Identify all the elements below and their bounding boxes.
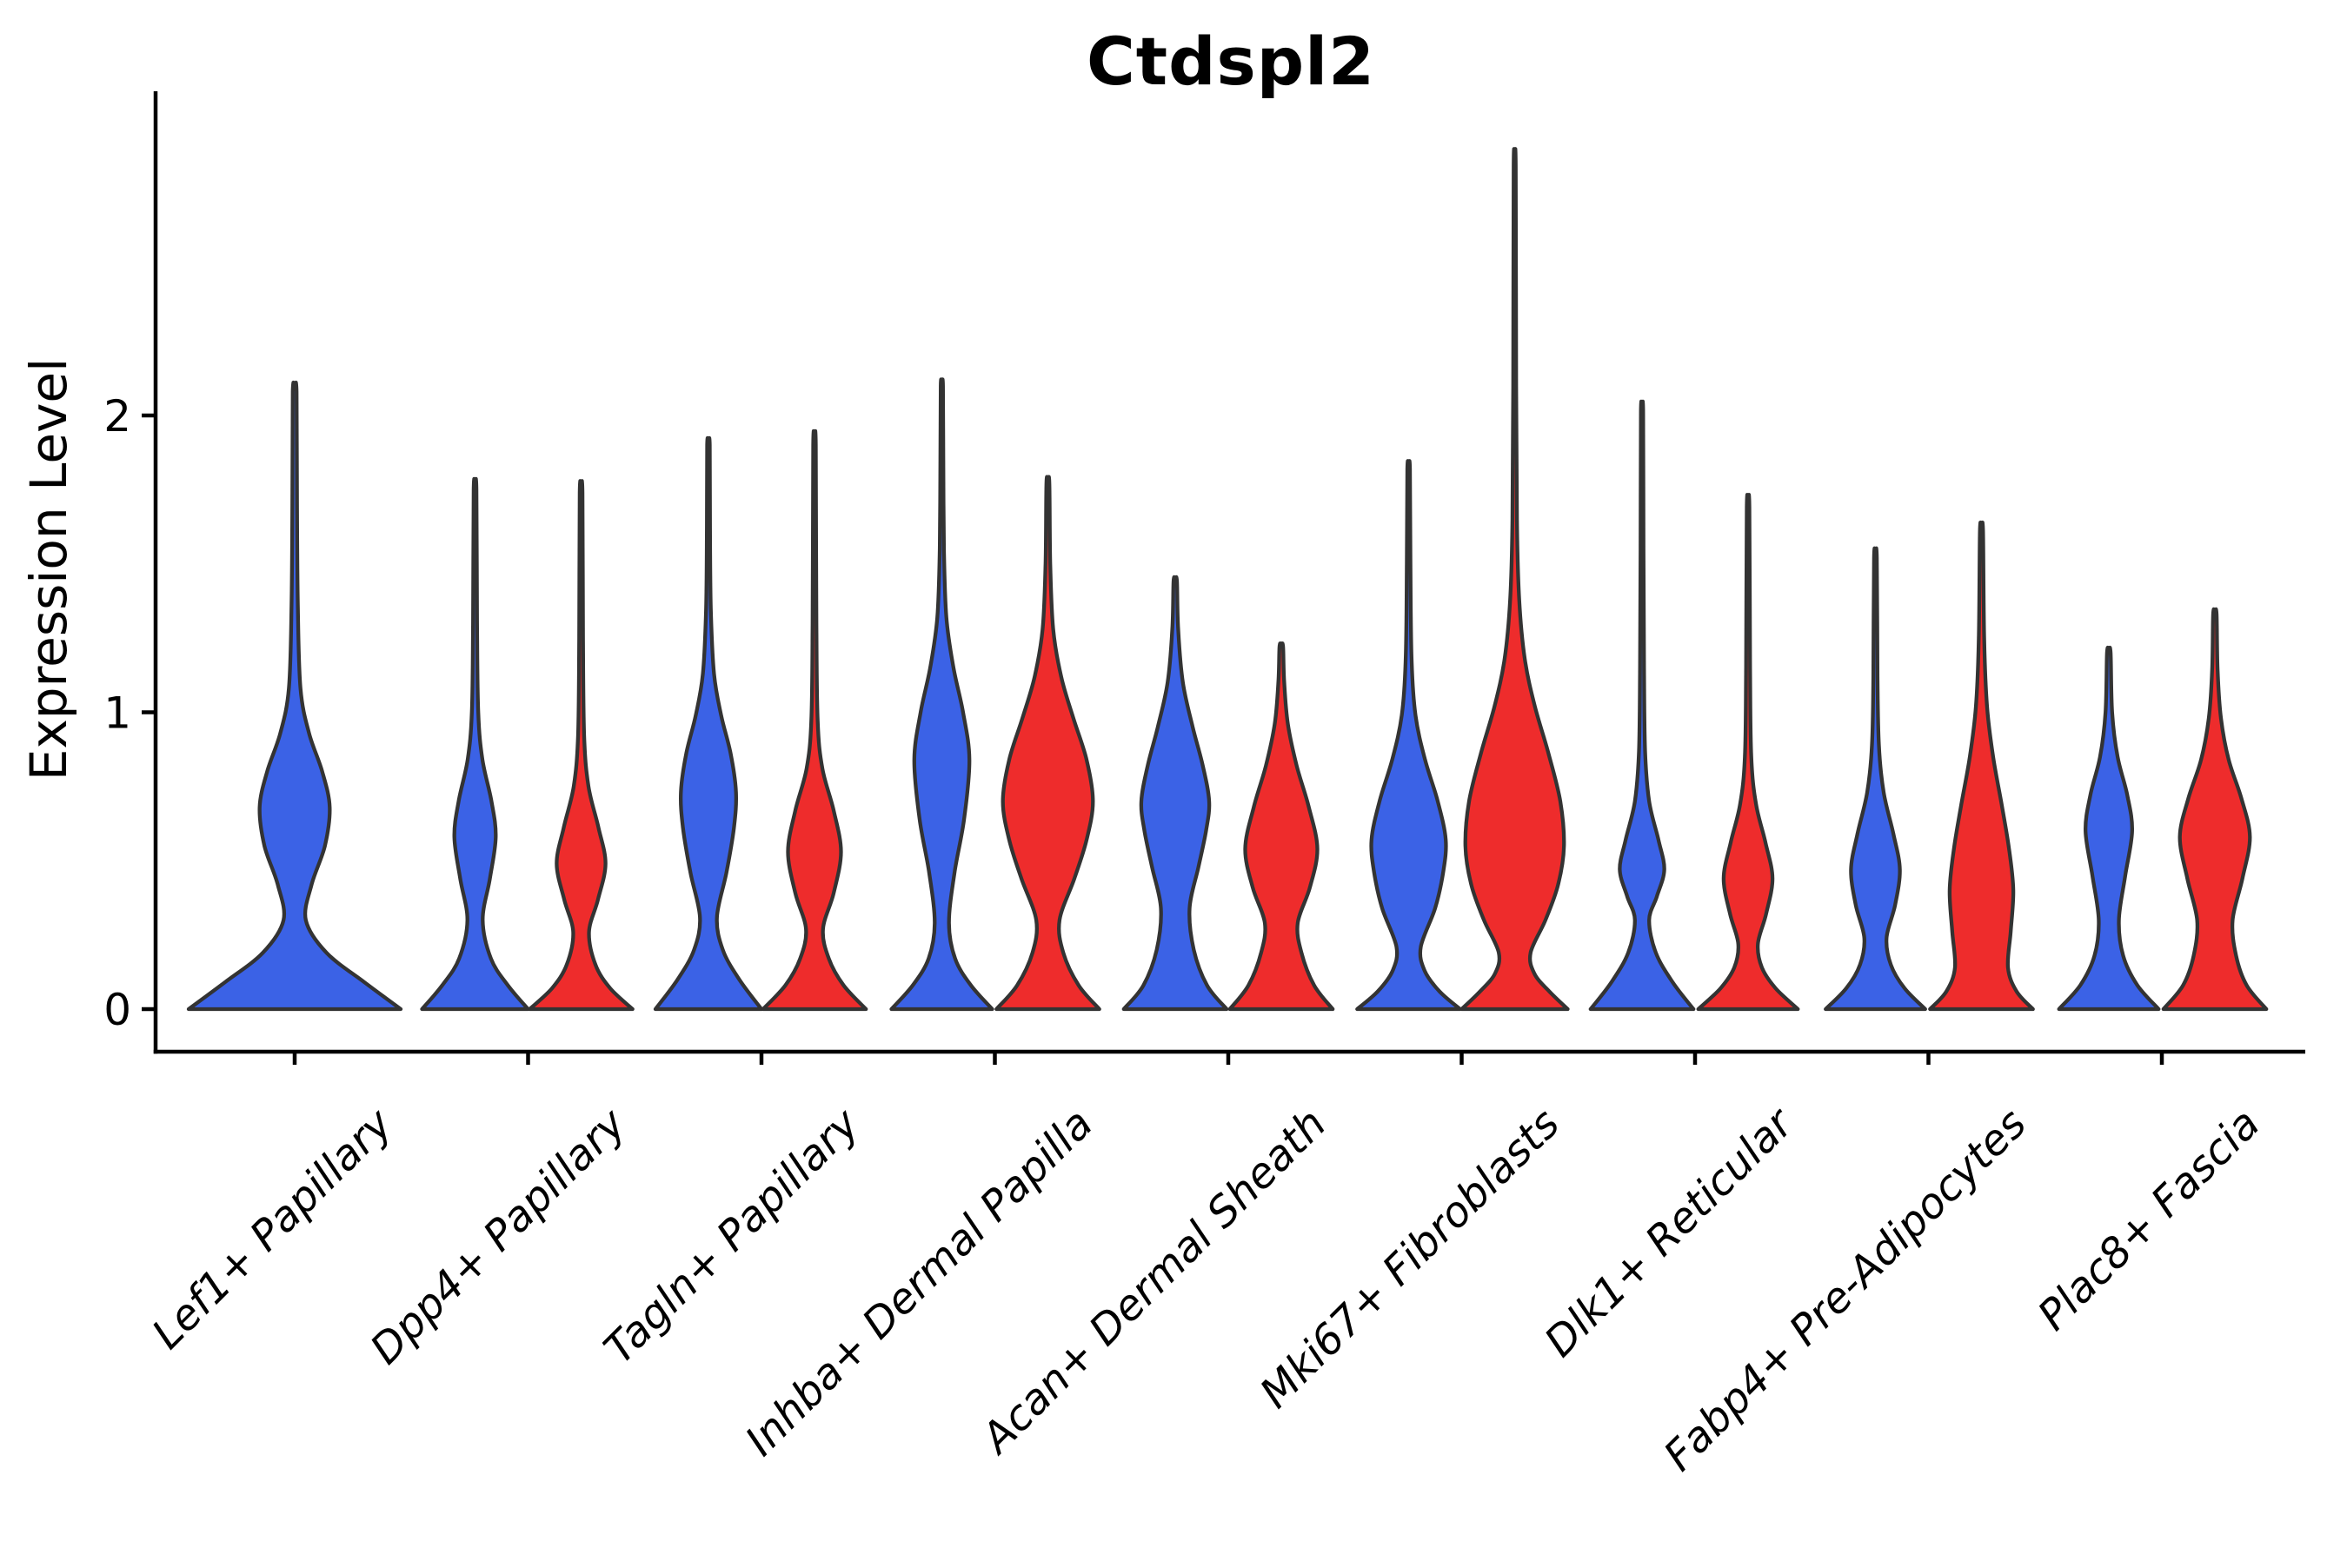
violin-dpp4-papillary-red <box>528 479 635 1012</box>
violin-lef1-papillary-blue <box>186 380 403 1012</box>
violin-dpp4-papillary-blue <box>420 476 530 1012</box>
violin-acan-dermal-sheath-red <box>1227 641 1335 1012</box>
violin-fabp4-pre-adipocytes-red <box>1928 520 2035 1012</box>
y-tick-label: 0 <box>103 985 131 1035</box>
violin-acan-dermal-sheath-blue <box>1121 575 1229 1012</box>
violin-tagln-papillary-blue <box>653 435 764 1012</box>
violin-plac8-fascia-red <box>2161 607 2269 1012</box>
x-tick-label: Tagln+ Papillary <box>595 1099 869 1373</box>
violin-dlk1-reticular-blue <box>1588 399 1696 1012</box>
violin-fabp4-pre-adipocytes-blue <box>1824 546 1927 1012</box>
chart-title: Ctdspl2 <box>1086 23 1376 100</box>
violin-tagln-papillary-red <box>761 429 868 1012</box>
y-tick-label: 1 <box>103 688 131 739</box>
x-tick-label: Dlk1+ Reticular <box>1535 1098 1805 1367</box>
violin-inhba-dermal-papilla-red <box>994 475 1101 1012</box>
y-tick-label: 2 <box>103 391 131 442</box>
violin-plac8-fascia-blue <box>2057 645 2161 1012</box>
x-tick-label: Dpp4+ Papillary <box>361 1099 635 1373</box>
x-tick-label: Lef1+ Papillary <box>143 1099 402 1359</box>
y-axis-label: Expression Level <box>19 357 78 781</box>
violin-dlk1-reticular-red <box>1696 493 1800 1012</box>
violin-mki67-fibroblasts-red <box>1459 147 1570 1012</box>
violin-mki67-fibroblasts-blue <box>1355 459 1462 1012</box>
x-tick-label: Plac8+ Fascia <box>2029 1100 2270 1340</box>
violin-inhba-dermal-papilla-blue <box>889 377 994 1012</box>
